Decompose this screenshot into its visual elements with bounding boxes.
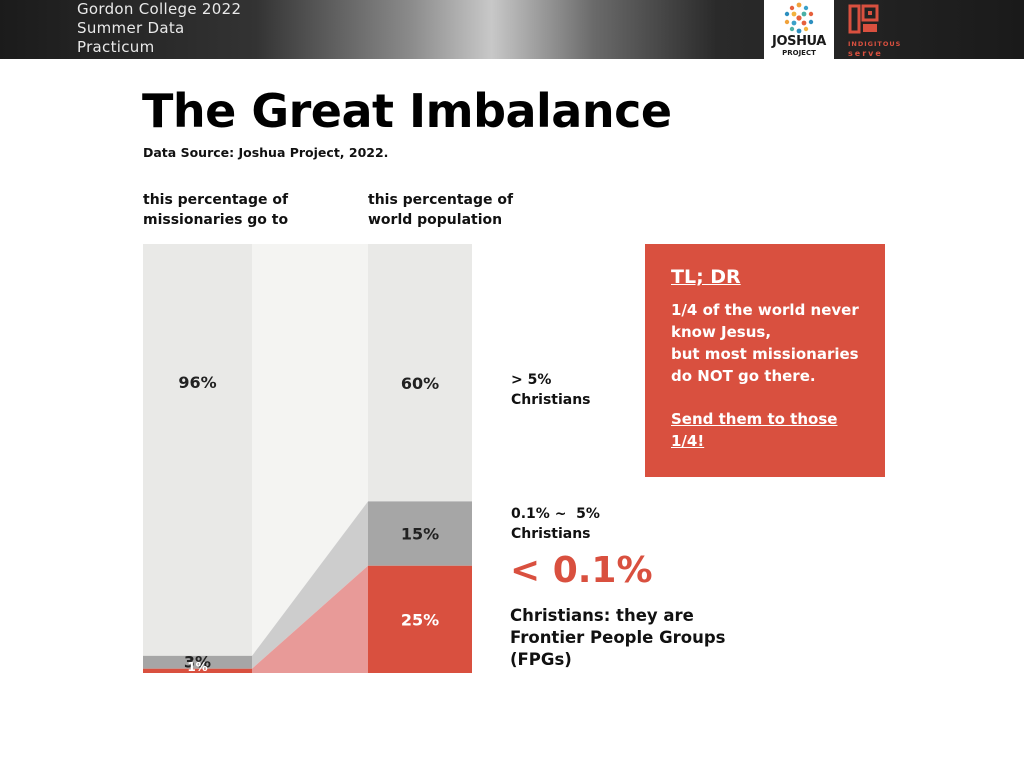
connector-band-mid [252, 501, 368, 669]
tldr-cta-line: 1/4! [671, 432, 705, 450]
indigitous-mark-icon [848, 4, 879, 34]
label-mid-christian: 0.1% ~ 5% Christians [511, 504, 651, 544]
label-high-line: > 5% [511, 372, 552, 388]
indigitous-logo-name: INDIGITOUS [848, 40, 902, 48]
data-label-mid: 15% [401, 525, 439, 544]
tldr-body-line: know Jesus, [671, 323, 772, 341]
bar-segment-low [368, 565, 472, 673]
fpg-line: Christians: they are [510, 606, 694, 625]
tldr-body-line: but most missionaries [671, 345, 859, 363]
label-fpg-description: Christians: they are Frontier People Gro… [510, 605, 740, 671]
tldr-body: 1/4 of the world never know Jesus, but m… [671, 299, 876, 387]
page-title: The Great Imbalance [142, 84, 672, 138]
data-label-high: 60% [401, 374, 439, 393]
tldr-body-line: 1/4 of the world never [671, 301, 859, 319]
bar-segment-low [143, 668, 252, 673]
data-source: Data Source: Joshua Project, 2022. [143, 145, 389, 160]
column-header-missionaries: this percentage of missionaries go to [143, 190, 313, 230]
joshua-project-dots-icon [784, 2, 814, 34]
bar-segment-high [368, 244, 472, 502]
column-header-population: this percentage of world population [368, 190, 538, 230]
label-high-line: Christians [511, 392, 591, 408]
indigitous-logo: INDIGITOUS serve [840, 0, 930, 59]
banner-title-line: Summer Data [77, 19, 185, 37]
connector-band-low [252, 565, 368, 673]
tldr-heading: TL; DR [671, 266, 741, 288]
tldr-call-to-action[interactable]: Send them to those 1/4! [671, 408, 876, 452]
data-label-low: 25% [401, 610, 439, 629]
joshua-project-logo-subtext: PROJECT [782, 49, 816, 57]
joshua-project-logo-text: JOSHUA [772, 34, 826, 49]
bar-segment-mid [143, 655, 252, 669]
fpg-line: (FPGs) [510, 650, 572, 669]
label-low-percent: < 0.1% [510, 550, 653, 591]
data-label-low: 1% [187, 660, 207, 674]
banner-title-line: Practicum [77, 38, 155, 56]
data-label-mid: 3% [184, 653, 211, 672]
banner-title-line: Gordon College 2022 [77, 0, 242, 18]
label-high-christian: > 5% Christians [511, 370, 651, 410]
column-header-line: world population [368, 212, 503, 228]
header-banner: Gordon College 2022 Summer Data Practicu… [0, 0, 1024, 59]
fpg-line: Frontier People Groups [510, 628, 726, 647]
bar-segment-mid [368, 501, 472, 566]
column-header-line: missionaries go to [143, 212, 289, 228]
connector-band-high [252, 244, 368, 656]
column-header-line: this percentage of [368, 192, 514, 208]
tldr-box: TL; DR 1/4 of the world never know Jesus… [645, 244, 885, 477]
label-mid-line: Christians [511, 526, 591, 542]
column-header-line: this percentage of [143, 192, 289, 208]
banner-title: Gordon College 2022 Summer Data Practicu… [77, 0, 241, 57]
indigitous-logo-tagline: serve [848, 49, 883, 58]
tldr-body-line: do NOT go there. [671, 367, 816, 385]
data-label-high: 96% [178, 373, 216, 392]
bar-segment-high [143, 244, 252, 656]
tldr-cta-line: Send them to those [671, 410, 838, 428]
joshua-project-logo: JOSHUA PROJECT [764, 0, 834, 59]
label-mid-line: 0.1% ~ 5% [511, 506, 600, 522]
